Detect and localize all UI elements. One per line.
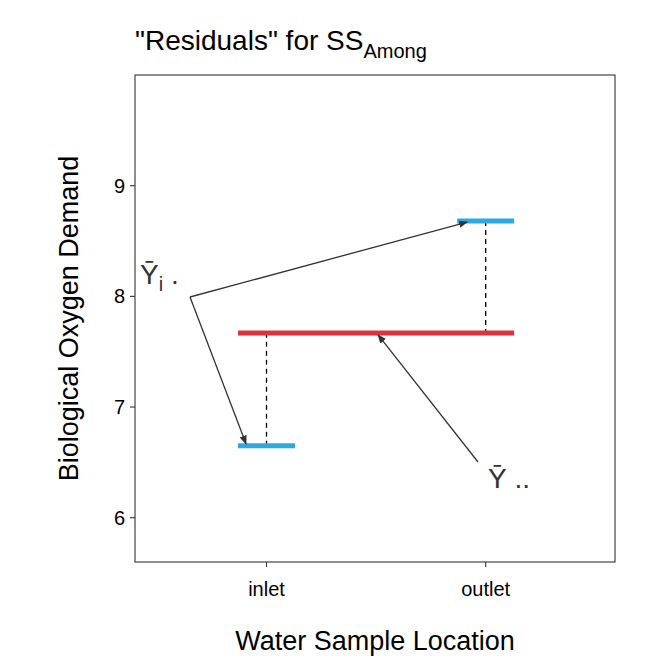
- annotation-suffix: ..: [507, 463, 530, 494]
- y-tick: [130, 185, 135, 186]
- annotation: Ȳi .: [140, 259, 179, 295]
- deviation-line: [266, 333, 267, 446]
- annotation-arrow: [378, 335, 478, 462]
- group-mean: [238, 443, 295, 448]
- annotation-arrow: [190, 222, 467, 297]
- chart: "Residuals" for SSAmong 6 7 8 9 inlet outlet Wa…: [0, 0, 672, 672]
- y-tick-label: 7: [114, 396, 125, 418]
- annotation-suffix: .: [163, 259, 179, 290]
- y-axis-label: Biological Oxygen Demand: [54, 156, 84, 482]
- y-tick-label: 9: [114, 175, 125, 197]
- y-tick: [130, 296, 135, 297]
- title-sub: Among: [363, 40, 426, 62]
- annotation-symbol: Ȳ: [140, 259, 159, 290]
- annotation-arrow: [190, 297, 246, 444]
- x-tick: [266, 562, 267, 567]
- x-axis-label: Water Sample Location: [235, 626, 515, 656]
- x-tick-label: inlet: [248, 578, 285, 600]
- y-tick: [130, 517, 135, 518]
- plot-marks: [238, 221, 514, 446]
- grand-mean: [238, 330, 514, 335]
- y-tick-label: 6: [114, 507, 125, 529]
- annotation-symbol: Ȳ: [488, 463, 507, 494]
- y-tick: [130, 406, 135, 407]
- title: "Residuals" for SSAmong: [135, 25, 427, 62]
- panel-frame: [135, 75, 615, 562]
- x-tick: [485, 562, 486, 567]
- annotation: Ȳ ..: [488, 463, 530, 494]
- title-main: "Residuals" for SS: [135, 25, 363, 56]
- deviation-line: [485, 221, 486, 333]
- y-tick-label: 8: [114, 285, 125, 307]
- x-tick-label: outlet: [461, 578, 510, 600]
